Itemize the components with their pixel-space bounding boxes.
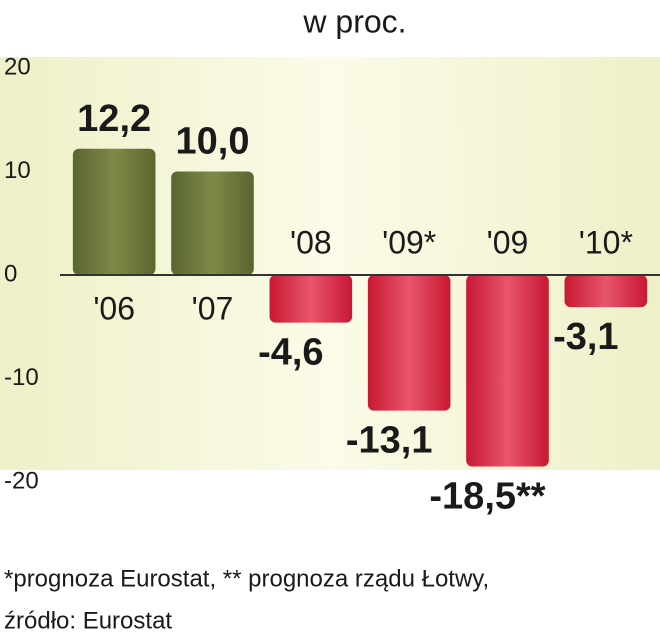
value-label: -18,5** — [429, 476, 545, 518]
x-tick-label: '06 — [93, 290, 135, 326]
value-label: 10,0 — [176, 121, 250, 163]
value-label: 12,2 — [77, 98, 151, 140]
value-label: -13,1 — [346, 420, 433, 462]
bar — [269, 275, 353, 323]
bar — [367, 275, 451, 411]
y-tick-label: 20 — [4, 53, 31, 80]
x-tick-label: '09 — [487, 224, 529, 260]
footnote: *prognoza Eurostat, ** prognoza rządu Ło… — [4, 565, 489, 592]
y-tick-label: 0 — [4, 260, 17, 287]
bar — [466, 275, 549, 467]
x-tick-label: '07 — [192, 290, 234, 326]
chart-title: w proc. — [302, 3, 406, 39]
value-label: -3,1 — [553, 316, 618, 358]
x-tick-label: '09* — [382, 224, 436, 260]
bar — [171, 171, 254, 275]
x-tick-label: '08 — [290, 224, 332, 260]
y-tick-label: 10 — [4, 157, 31, 184]
y-tick-label: -20 — [4, 467, 39, 494]
y-tick-label: -10 — [4, 364, 39, 391]
footnote: źródło: Eurostat — [4, 607, 172, 634]
x-tick-label: '10* — [579, 224, 633, 260]
bar — [564, 275, 648, 308]
value-label: -4,6 — [258, 332, 323, 374]
bar — [72, 148, 156, 275]
